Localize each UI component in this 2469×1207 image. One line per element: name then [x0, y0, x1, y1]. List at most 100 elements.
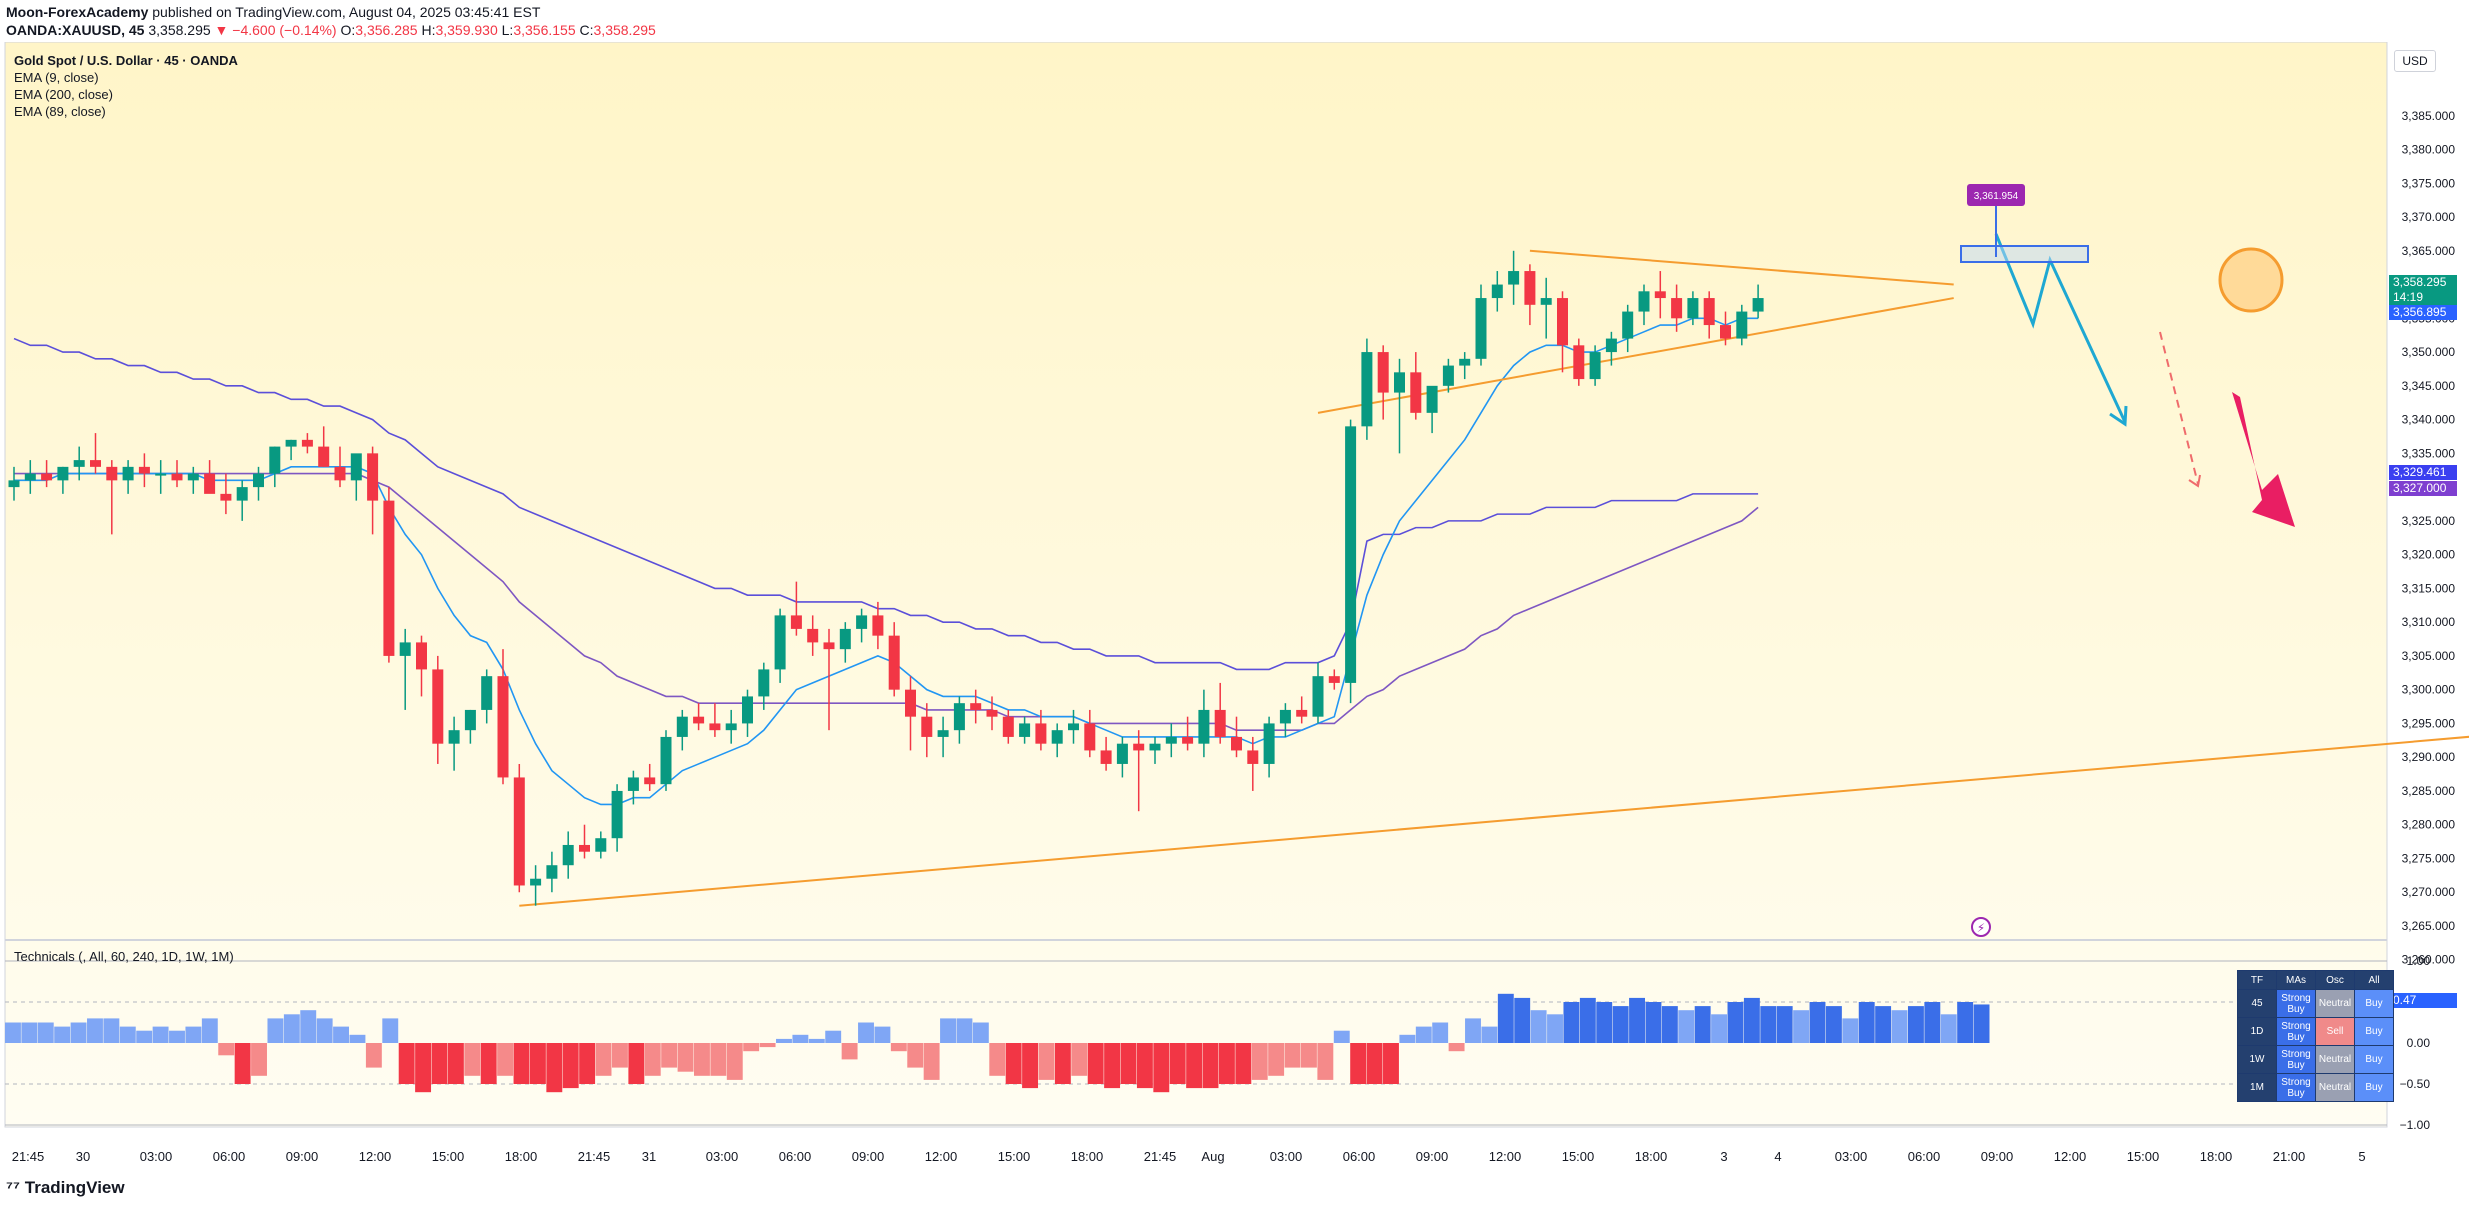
- osc-bar: [579, 1043, 596, 1084]
- trendline: [1529, 249, 1954, 286]
- osc-bar: [611, 1043, 628, 1068]
- candle-body: [611, 790, 623, 839]
- osc-bar: [37, 1022, 54, 1043]
- technicals-row: 45 Strong Buy Neutral Buy: [2238, 990, 2393, 1017]
- legend-ema9[interactable]: EMA (9, close): [14, 70, 99, 85]
- technicals-row: 1D Strong Buy Sell Buy: [2238, 1018, 2393, 1045]
- candle-body: [872, 615, 884, 636]
- osc-bar: [1415, 1026, 1432, 1043]
- candle-body: [709, 723, 721, 731]
- last-price-tag: 3,358.295: [2389, 275, 2457, 290]
- author-name[interactable]: Moon-ForexAcademy: [6, 4, 149, 20]
- candle-body: [138, 466, 150, 474]
- price-tick: 3,280.000: [2402, 818, 2456, 832]
- price-tick: 3,320.000: [2402, 548, 2456, 562]
- candle-body: [301, 439, 313, 447]
- time-tick: 03:00: [1835, 1149, 1868, 1164]
- candle-body: [41, 473, 53, 481]
- osc-bar: [743, 1043, 760, 1052]
- candle-body: [432, 669, 444, 744]
- time-axis[interactable]: 21:45 30 03:00 06:00 09:00 12:00 15:00 18:00 21:…: [12, 1149, 2366, 1164]
- tradingview-logo[interactable]: ⁷⁷ TradingView: [6, 1178, 125, 1198]
- candle-body: [1002, 716, 1014, 737]
- osc-bar: [1858, 1002, 1875, 1043]
- candle-body: [399, 642, 411, 656]
- osc-bar: [1202, 1043, 1219, 1089]
- candle-body: [1671, 298, 1683, 319]
- time-tick: 06:00: [1343, 1149, 1376, 1164]
- candle-body: [937, 730, 949, 737]
- legend-title[interactable]: Gold Spot / U.S. Dollar · 45 · OANDA: [14, 53, 238, 68]
- row-tf: 45: [2238, 990, 2276, 1017]
- osc-bar: [1300, 1043, 1317, 1068]
- technicals-table: TF MAs Osc All 45 Strong Buy Neutral Buy…: [2237, 970, 2394, 1102]
- candle-body: [742, 696, 753, 724]
- candle-body: [1263, 723, 1275, 764]
- candle-body: [269, 446, 281, 474]
- osc-bar: [1514, 997, 1531, 1043]
- candle-body: [1068, 723, 1079, 731]
- candle-body: [1116, 743, 1128, 764]
- oscillator-label[interactable]: Technicals (, All, 60, 240, 1D, 1W, 1M): [14, 949, 234, 964]
- osc-tick: −1.00: [2400, 1118, 2431, 1132]
- candle-body: [383, 500, 395, 656]
- candle-body: [660, 736, 672, 785]
- row-mas: Strong Buy: [2277, 1046, 2315, 1073]
- candle-body: [318, 446, 330, 467]
- osc-bar: [21, 1022, 38, 1043]
- bid-price-tag: 3,356.895: [2389, 305, 2457, 320]
- header-osc: Osc: [2316, 971, 2354, 989]
- osc-bar: [562, 1043, 579, 1089]
- candle-body: [1736, 311, 1748, 339]
- time-tick: 15:00: [2127, 1149, 2160, 1164]
- osc-bar: [890, 1043, 907, 1052]
- row-mas: Strong Buy: [2277, 1074, 2315, 1101]
- oscillator-axis: 1.000.500.00−0.50−1.00: [2400, 954, 2431, 1132]
- candle-body: [253, 473, 264, 488]
- osc-bar: [1005, 1043, 1022, 1084]
- symbol-label: OANDA:XAUUSD, 45: [6, 22, 145, 38]
- candle-body: [725, 723, 737, 731]
- time-tick: 12:00: [359, 1149, 392, 1164]
- osc-bar: [447, 1043, 464, 1084]
- price-chart[interactable]: 3,361.954 ⚡ 3,385.0003,380.0003,375.0003…: [0, 42, 2469, 1172]
- price-axis[interactable]: 3,385.000 3,380.000 3,375.000 3,370.000 3,36…: [2402, 109, 2456, 967]
- price-tick: 3,275.000: [2402, 851, 2456, 865]
- legend-ema89[interactable]: EMA (89, close): [14, 104, 106, 119]
- annotations: 3,361.954 ⚡: [1960, 184, 2295, 937]
- ohlc-line: OANDA:XAUUSD, 45 3,358.295 ▼ −4.600 (−0.…: [6, 22, 656, 38]
- projection-arrowhead: [2109, 405, 2128, 427]
- osc-bar: [1743, 997, 1760, 1043]
- publish-line: Moon-ForexAcademy published on TradingVi…: [6, 4, 540, 20]
- time-tick: 12:00: [2054, 1149, 2087, 1164]
- technicals-header-row: TF MAs Osc All: [2238, 971, 2393, 989]
- lightning-icon[interactable]: [1971, 917, 1991, 937]
- price-tick: 3,340.000: [2402, 413, 2456, 427]
- candle-body: [1377, 352, 1389, 393]
- osc-bar: [1875, 1006, 1892, 1043]
- currency-selector[interactable]: USD: [2394, 50, 2436, 72]
- osc-bar: [382, 1018, 399, 1043]
- ema89-line: [14, 472, 1759, 731]
- osc-bar: [792, 1034, 809, 1043]
- candle-body: [823, 642, 835, 650]
- row-all: Buy: [2355, 1018, 2393, 1045]
- osc-bar: [1891, 1010, 1908, 1043]
- candle-body: [1508, 271, 1520, 285]
- osc-bar: [1661, 1006, 1678, 1043]
- candle-body: [1475, 298, 1487, 359]
- legend-ema200[interactable]: EMA (200, close): [14, 87, 113, 102]
- osc-bar: [152, 1026, 169, 1043]
- candle-body: [1459, 358, 1471, 366]
- candle-body: [1703, 298, 1715, 326]
- osc-bar: [218, 1043, 235, 1056]
- osc-bar: [1924, 1002, 1941, 1043]
- time-tick: 18:00: [1635, 1149, 1668, 1164]
- candle-body: [839, 628, 851, 650]
- osc-bar: [661, 1043, 678, 1068]
- price-tick: 3,295.000: [2402, 716, 2456, 730]
- time-tick: Aug: [1201, 1149, 1224, 1164]
- osc-bar: [513, 1043, 530, 1084]
- candle-body: [90, 460, 101, 467]
- candle-body: [1149, 743, 1161, 751]
